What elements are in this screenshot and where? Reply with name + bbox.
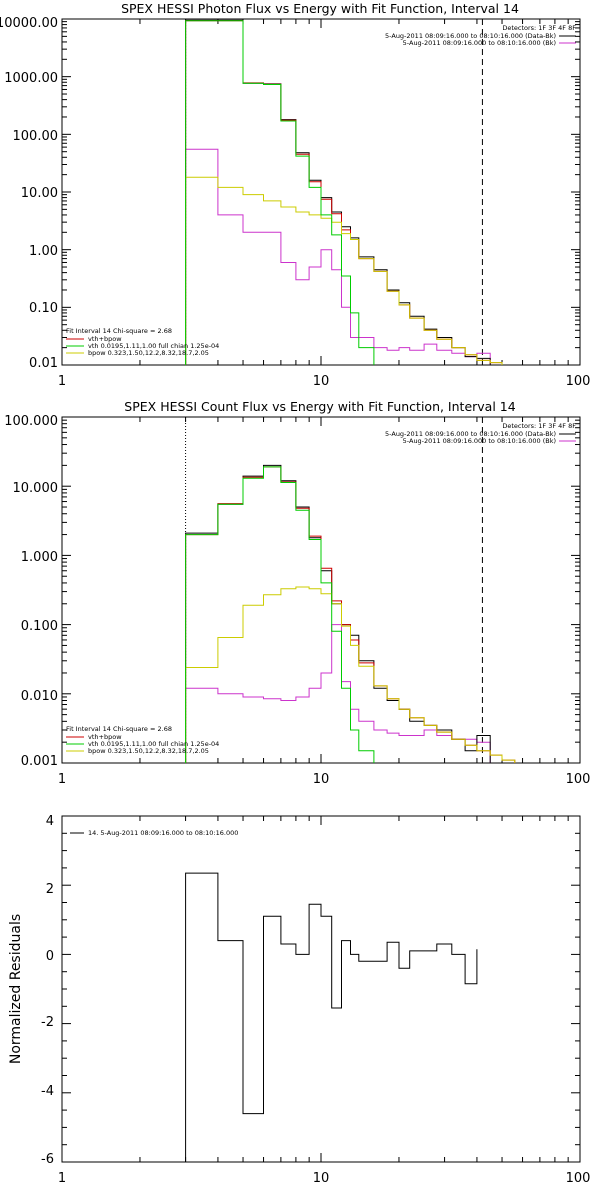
photon-fit-legend-header: Fit Interval 14 Chi-square = 2.68 — [66, 327, 172, 335]
photon-series-data-bk — [185, 19, 491, 365]
photon-fit-legend-entry: vth 0.0195,1.11,1.00 full chian 1.25e-04 — [88, 342, 219, 350]
residuals-y-tick-label: -2 — [41, 1015, 54, 1030]
photon-series-vth-bpow — [185, 20, 503, 365]
photon-y-tick-label: 100.00 — [13, 129, 59, 144]
photon-chart-title: SPEX HESSI Photon Flux vs Energy with Fi… — [121, 1, 519, 16]
count-y-tick-label: 10.000 — [13, 481, 59, 496]
residuals-chart: 4 2 0 -2 -4 -6 Normalized Residuals 1 10… — [8, 814, 590, 1186]
count-y-tick-label: 0.001 — [21, 754, 58, 769]
photon-y-tick-label: 10.00 — [21, 186, 58, 201]
photon-y-tick-label: 1000.00 — [4, 71, 58, 86]
count-fit-legend-entry: vth 0.0195,1.11,1.00 full chian 1.25e-04 — [88, 740, 219, 748]
count-series-bpow — [185, 586, 516, 763]
photon-y-tick-label: 10000.00 — [0, 16, 58, 31]
photon-y-tick-label: 1.00 — [29, 244, 58, 259]
photon-fit-legend-entry: bpow 0.323,1.50,12.2,8.32,18.7,2.05 — [88, 349, 209, 357]
count-y-tick-label: 0.100 — [21, 619, 58, 634]
count-chart-title: SPEX HESSI Count Flux vs Energy with Fit… — [124, 399, 515, 414]
residuals-y-tick-label: -6 — [41, 1152, 54, 1167]
residuals-series-14 — [185, 872, 478, 1162]
photon-flux-chart: SPEX HESSI Photon Flux vs Energy with Fi… — [0, 1, 590, 389]
count-legend-entry-text: 5-Aug-2011 08:09:16.000 to 08:10:16.000 … — [403, 437, 556, 445]
residuals-x-tick-label: 100 — [566, 1171, 591, 1186]
photon-legend-entry-text: 5-Aug-2011 08:09:16.000 to 08:10:16.000 … — [403, 39, 556, 47]
photon-x-tick-label: 1 — [58, 374, 66, 389]
count-legend-entry-text: 5-Aug-2011 08:09:16.000 to 08:10:16.000 … — [385, 430, 556, 438]
photon-series-bpow — [185, 176, 503, 365]
residuals-x-tick-label: 1 — [58, 1171, 66, 1186]
residuals-y-tick-label: 4 — [46, 814, 54, 829]
count-fit-legend-entry: vth+bpow — [88, 733, 122, 741]
residuals-legend-entry: 14. 5-Aug-2011 08:09:16.000 to 08:10:16.… — [88, 829, 238, 837]
residuals-y-tick-label: 0 — [46, 949, 54, 964]
count-legend-detectors: Detectors: 1F 3F 4F 8F — [502, 422, 576, 430]
count-fit-legend-entry: bpow 0.323,1.50,12.2,8.32,18.7,2.05 — [88, 747, 209, 755]
count-x-tick-label: 100 — [566, 772, 591, 787]
count-series-bk — [185, 624, 491, 763]
residuals-y-tick-label: 2 — [46, 882, 54, 897]
count-y-tick-label: 100.000 — [4, 414, 58, 429]
count-x-tick-label: 1 — [58, 772, 66, 787]
count-y-tick-label: 1.000 — [21, 550, 58, 565]
photon-y-tick-label: 0.01 — [29, 356, 58, 371]
photon-y-tick-label: 0.10 — [29, 301, 58, 316]
photon-series-bk — [185, 148, 491, 365]
photon-series-vth — [185, 20, 375, 365]
residuals-plot-frame — [61, 815, 581, 1163]
photon-legend-entry-text: 5-Aug-2011 08:09:16.000 to 08:10:16.000 … — [385, 32, 556, 40]
residuals-x-tick-label: 10 — [313, 1171, 330, 1186]
photon-x-tick-label: 100 — [566, 374, 591, 389]
count-series-vth — [185, 466, 375, 763]
photon-fit-legend-entry: vth+bpow — [88, 335, 122, 343]
count-x-tick-label: 10 — [313, 772, 330, 787]
count-series-data-bk — [185, 464, 491, 763]
count-fit-legend-header: Fit Interval 14 Chi-square = 2.68 — [66, 725, 172, 733]
count-y-tick-label: 0.010 — [21, 689, 58, 704]
residuals-y-tick-label: -4 — [41, 1084, 54, 1099]
residuals-y-axis-label: Normalized Residuals — [8, 914, 24, 1064]
count-flux-chart: SPEX HESSI Count Flux vs Energy with Fit… — [4, 399, 590, 787]
photon-x-tick-label: 10 — [313, 374, 330, 389]
photon-legend-detectors: Detectors: 1F 3F 4F 8F — [502, 24, 576, 32]
